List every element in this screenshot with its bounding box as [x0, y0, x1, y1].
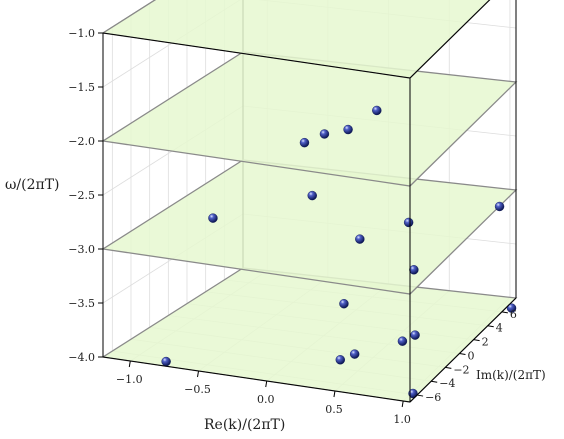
data-point: [410, 330, 420, 340]
data-point: [339, 298, 349, 309]
data-point: [343, 124, 353, 135]
data-point: [494, 201, 505, 212]
plane-z--3: [101, 159, 518, 295]
data-point: [307, 190, 317, 201]
y-tick-label: 0: [467, 349, 474, 362]
data-point: [319, 129, 330, 139]
y-tick-mark: [431, 380, 438, 383]
y-tick-mark: [487, 325, 494, 328]
x-tick-label: 0.0: [257, 393, 275, 406]
data-point: [161, 356, 171, 367]
x-tick-label: 0.5: [325, 403, 343, 416]
data-point: [208, 213, 218, 223]
y-tick-label: 4: [496, 322, 503, 335]
box-edge: [102, 32, 411, 79]
plane-z--2: [101, 51, 518, 187]
data-point: [355, 234, 365, 244]
data-point: [403, 217, 414, 228]
z-tick-label: −1.0: [68, 27, 95, 40]
y-tick-label: −6: [425, 391, 441, 404]
data-point: [408, 388, 418, 399]
y-tick-mark: [445, 366, 452, 369]
y-axis-label: Im(k)/(2πT): [476, 368, 546, 382]
data-point: [397, 336, 408, 346]
x-tick-mark: [128, 360, 131, 368]
y-tick-mark: [459, 352, 466, 355]
z-tick-label: −4.0: [68, 351, 95, 364]
data-point: [372, 105, 382, 116]
data-point: [409, 265, 419, 275]
x-tick-label: −0.5: [184, 383, 211, 396]
y-axis-line: [409, 297, 517, 403]
z-tick-label: −1.5: [68, 81, 95, 94]
y-tick-label: 6: [510, 308, 517, 321]
planes-layer: [101, 0, 518, 403]
data-point: [349, 349, 360, 359]
z-tick-label: −3.5: [68, 297, 95, 310]
z-tick-label: −2.0: [68, 135, 95, 148]
y-tick-mark: [501, 311, 508, 314]
x-tick-mark: [333, 390, 336, 398]
data-point: [335, 355, 345, 365]
x-tick-label: −1.0: [116, 373, 143, 386]
x-tick-label: 1.0: [393, 413, 411, 426]
x-axis-label: Re(k)/(2πT): [204, 417, 285, 433]
y-tick-mark: [416, 394, 424, 397]
x-axis-line: [102, 356, 411, 403]
data-point: [506, 303, 517, 313]
z-tick-label: −2.5: [68, 189, 95, 202]
box-edge: [409, 0, 491, 79]
data-point: [299, 137, 310, 148]
x-tick-mark: [401, 400, 404, 408]
y-tick-label: −2: [453, 363, 469, 376]
z-axis-label: ω/(2πT): [5, 177, 60, 193]
y-tick-mark: [473, 339, 480, 342]
z-tick-label: −3.0: [68, 243, 95, 256]
y-tick-label: −4: [439, 377, 455, 390]
y-tick-label: 2: [482, 336, 489, 349]
x-tick-mark: [265, 380, 268, 388]
x-tick-mark: [197, 370, 200, 378]
ticks-layer: −4.0 −3.5 −3.0 −2.5 −2.0 −1.5 −1.0 −1.0 −0.5 0.0 0…: [68, 27, 517, 426]
